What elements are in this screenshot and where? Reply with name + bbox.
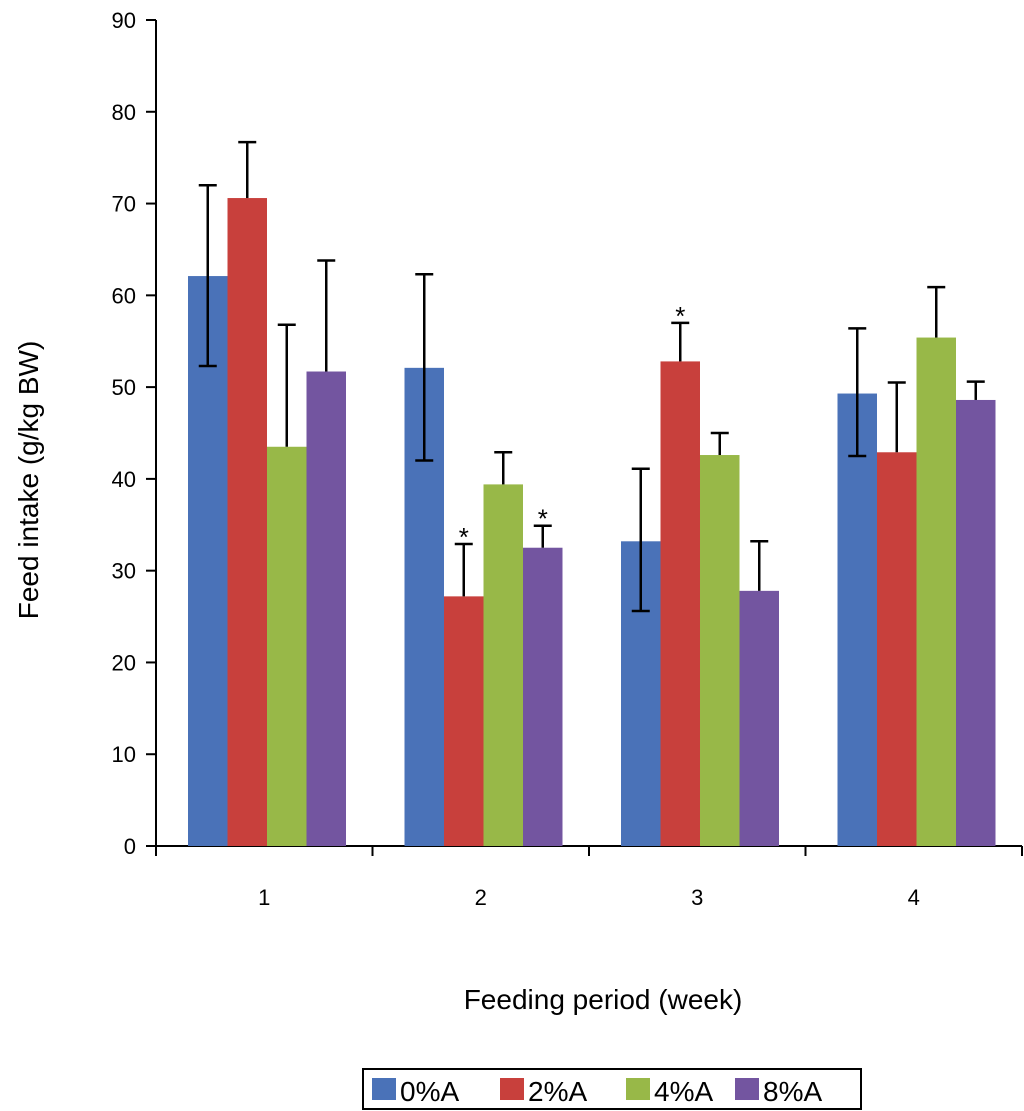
bar-0%A-week-1 <box>188 276 228 846</box>
legend: 0%A 2%A 4%A 8%A <box>362 1068 862 1110</box>
y-tick-label: 20 <box>112 650 136 675</box>
y-tick-label: 90 <box>112 8 136 33</box>
bars <box>188 198 996 846</box>
bar-2%A-week-2 <box>444 596 484 846</box>
bar-8%A-week-3 <box>739 590 779 846</box>
bar-2%A-week-3 <box>660 361 700 846</box>
y-tick-label: 40 <box>112 467 136 492</box>
y-tick-label: 0 <box>124 834 136 859</box>
bar-8%A-week-4 <box>956 399 996 846</box>
significance-marker: * <box>538 504 548 534</box>
significance-marker: * <box>459 522 469 552</box>
significance-marker: * <box>675 301 685 331</box>
x-axis-title: Feeding period (week) <box>464 984 743 1015</box>
y-tick-label: 80 <box>112 100 136 125</box>
x-tick-label: 3 <box>691 885 703 910</box>
x-tick-label: 4 <box>908 885 920 910</box>
bar-4%A-week-3 <box>700 455 740 846</box>
bar-8%A-week-1 <box>306 371 346 846</box>
y-tick-label: 60 <box>112 283 136 308</box>
legend-swatch-8%A <box>735 1078 759 1100</box>
bar-8%A-week-2 <box>523 547 563 846</box>
y-tick-label: 70 <box>112 192 136 217</box>
bar-4%A-week-4 <box>916 337 956 846</box>
legend-label: 4%A <box>654 1076 713 1107</box>
bar-4%A-week-2 <box>483 484 523 846</box>
y-tick-label: 50 <box>112 375 136 400</box>
legend-swatch-4%A <box>626 1078 650 1100</box>
bar-2%A-week-4 <box>877 452 917 846</box>
y-tick-label: 10 <box>112 742 136 767</box>
legend-label: 8%A <box>763 1076 822 1107</box>
legend-swatch-2%A <box>500 1078 524 1100</box>
error-bars: * * * <box>198 140 985 613</box>
legend-label: 0%A <box>400 1076 459 1107</box>
legend-label: 2%A <box>528 1076 587 1107</box>
y-axis: 0 10 20 30 40 50 60 70 80 90 <box>112 8 157 859</box>
y-axis-title: Feed intake (g/kg BW) <box>13 341 44 620</box>
x-tick-label: 1 <box>258 885 270 910</box>
x-axis: 1 2 3 4 <box>155 845 1023 910</box>
bar-0%A-week-4 <box>837 393 877 846</box>
bar-4%A-week-1 <box>267 446 307 846</box>
legend-border <box>362 1068 862 1110</box>
y-tick-label: 30 <box>112 559 136 584</box>
bar-2%A-week-1 <box>227 198 267 846</box>
legend-swatch-0%A <box>372 1078 396 1100</box>
x-tick-label: 2 <box>475 885 487 910</box>
